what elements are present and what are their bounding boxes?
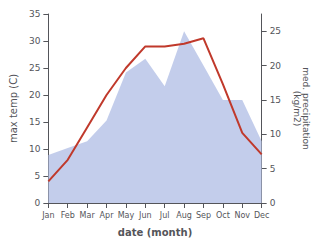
- svg-text:5: 5: [270, 164, 276, 174]
- svg-text:Dec: Dec: [254, 211, 269, 220]
- svg-text:Aug: Aug: [176, 211, 192, 220]
- svg-text:May: May: [118, 211, 135, 220]
- svg-text:Oct: Oct: [216, 211, 230, 220]
- svg-text:20: 20: [29, 90, 41, 100]
- svg-text:0: 0: [35, 198, 41, 208]
- svg-text:Feb: Feb: [61, 211, 75, 220]
- svg-text:Jul: Jul: [159, 211, 170, 220]
- svg-text:30: 30: [29, 36, 41, 46]
- svg-text:5: 5: [35, 171, 41, 181]
- svg-text:0: 0: [270, 198, 276, 208]
- svg-text:25: 25: [270, 26, 281, 36]
- svg-text:Mar: Mar: [80, 211, 96, 220]
- svg-text:15: 15: [29, 117, 40, 127]
- svg-text:25: 25: [29, 63, 40, 73]
- svg-text:max temp (C): max temp (C): [8, 74, 19, 143]
- svg-text:15: 15: [270, 95, 281, 105]
- svg-text:date (month): date (month): [118, 227, 192, 238]
- svg-text:20: 20: [270, 61, 282, 71]
- svg-text:10: 10: [270, 129, 282, 139]
- svg-text:Apr: Apr: [100, 211, 115, 220]
- svg-text:Sep: Sep: [196, 211, 211, 220]
- svg-text:35: 35: [29, 9, 40, 19]
- svg-text:Nov: Nov: [234, 211, 250, 220]
- svg-text:10: 10: [29, 144, 41, 154]
- svg-text:(kg/m2): (kg/m2): [292, 91, 302, 126]
- svg-text:Jan: Jan: [41, 211, 54, 220]
- svg-text:Jun: Jun: [138, 211, 152, 220]
- svg-text:med. precipitation: med. precipitation: [300, 67, 311, 150]
